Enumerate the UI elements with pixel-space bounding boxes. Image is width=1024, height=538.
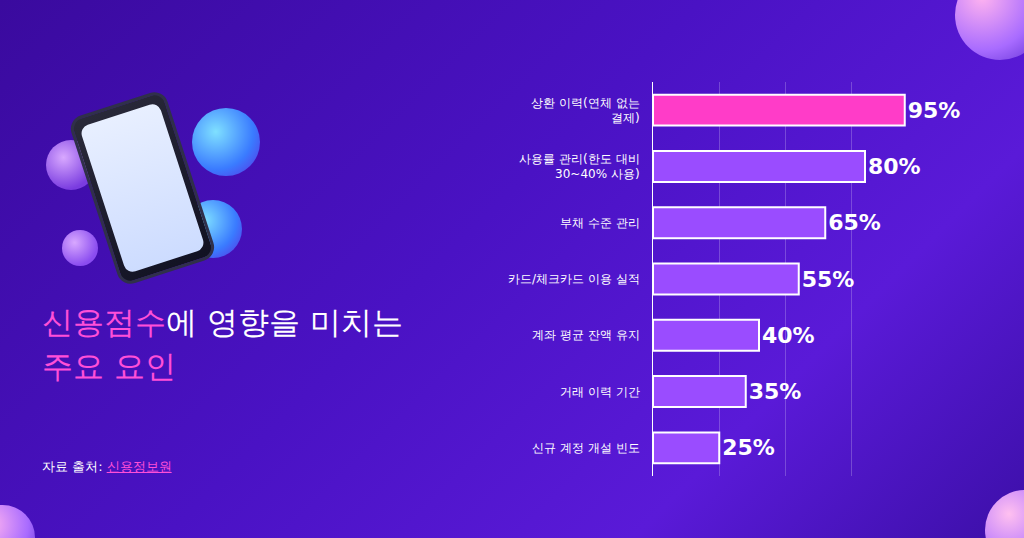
svg-text:계좌 평균 잔액 유지: 계좌 평균 잔액 유지 — [532, 328, 639, 342]
svg-text:카드/체크카드 이용 실적: 카드/체크카드 이용 실적 — [508, 272, 640, 286]
html-text:신용점수에 영향을 미치는: 신용점수에 영향을 미치는 — [42, 304, 403, 340]
svg-text:40%: 40% — [762, 323, 815, 348]
svg-text:80%: 80% — [868, 154, 921, 179]
svg-text:거래 이력 기간: 거래 이력 기간 — [560, 385, 640, 399]
svg-text:부채 수준 관리: 부채 수준 관리 — [560, 216, 640, 230]
svg-text:25%: 25% — [722, 435, 775, 460]
svg-text:사용률 관리(한도 대비30~40% 사용): 사용률 관리(한도 대비30~40% 사용) — [519, 152, 639, 182]
svg-text:65%: 65% — [828, 210, 881, 235]
html-text:주요 요인: 주요 요인 — [42, 348, 176, 384]
svg-text:55%: 55% — [802, 267, 855, 292]
html-text:자료 출처:신용정보원: 자료 출처:신용정보원 — [42, 459, 172, 474]
svg-text:신규 계정 개설 빈도: 신규 계정 개설 빈도 — [532, 441, 639, 455]
svg-text:95%: 95% — [908, 98, 961, 123]
svg-text:35%: 35% — [749, 379, 802, 404]
svg-text:상환 이력(연체 없는결제): 상환 이력(연체 없는결제) — [531, 96, 639, 126]
